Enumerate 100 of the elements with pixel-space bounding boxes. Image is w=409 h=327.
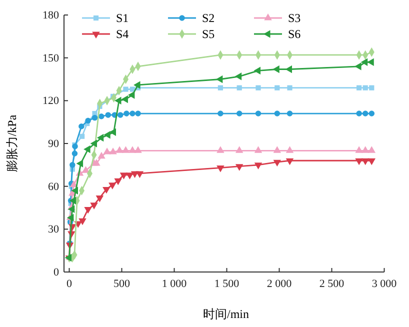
point — [360, 58, 368, 66]
point — [234, 72, 242, 80]
point — [368, 110, 375, 116]
y-axis-title: 膨胀力/kPa — [5, 114, 19, 172]
point — [367, 58, 374, 66]
point — [84, 206, 92, 214]
x-tick-label: 2 500 — [319, 278, 345, 290]
point — [130, 110, 136, 116]
x-tick-label: 0 — [66, 278, 72, 290]
point — [90, 140, 97, 148]
point — [369, 85, 374, 90]
point — [361, 146, 370, 153]
point — [216, 75, 223, 84]
point — [80, 134, 85, 139]
point — [84, 145, 90, 154]
x-tick-label: 1 000 — [162, 278, 188, 290]
point — [355, 146, 363, 153]
x-tick-label: 500 — [114, 278, 130, 290]
point — [254, 146, 262, 153]
point — [76, 160, 84, 168]
point — [256, 85, 261, 90]
point — [98, 152, 106, 159]
point — [108, 182, 116, 190]
point — [114, 96, 122, 105]
y-tick-label: 150 — [42, 52, 60, 64]
point — [254, 66, 260, 75]
point — [287, 85, 292, 90]
legend-label: S2 — [202, 11, 215, 25]
point — [254, 162, 262, 170]
point — [216, 166, 224, 172]
point — [286, 158, 294, 166]
legend-label: S1 — [116, 11, 129, 25]
x-tick-label: 2 000 — [266, 278, 292, 290]
point — [96, 134, 104, 142]
point — [128, 146, 136, 153]
legend-label: S5 — [202, 27, 215, 41]
y-tick-label: 60 — [48, 180, 60, 193]
x-axis-title: 时间/min — [202, 307, 250, 321]
point — [118, 112, 124, 118]
point — [92, 159, 100, 166]
point — [135, 110, 141, 116]
point — [134, 81, 140, 89]
point — [286, 146, 294, 153]
point — [104, 131, 110, 139]
point — [235, 164, 244, 171]
point — [124, 110, 130, 116]
point — [273, 146, 282, 153]
point — [116, 146, 124, 153]
y-tick-label: 90 — [48, 138, 60, 150]
point — [90, 202, 98, 210]
legend-label: S6 — [288, 27, 301, 41]
point — [109, 148, 117, 154]
point — [362, 110, 368, 116]
point — [109, 128, 116, 136]
point — [255, 110, 262, 116]
point — [216, 146, 224, 153]
point — [273, 160, 282, 167]
point — [98, 114, 104, 120]
point — [361, 158, 370, 166]
point — [128, 91, 135, 99]
point — [122, 146, 130, 153]
point — [72, 150, 78, 156]
point — [105, 112, 111, 118]
point — [96, 196, 104, 202]
point — [136, 171, 144, 178]
point — [134, 146, 142, 153]
point — [274, 110, 280, 116]
y-tick-label: 180 — [42, 10, 60, 22]
point — [272, 65, 280, 74]
point — [368, 146, 376, 153]
legend-label: S4 — [116, 27, 129, 41]
point — [235, 146, 244, 153]
point — [355, 158, 363, 166]
point — [121, 95, 128, 104]
x-tick-label: 1 500 — [214, 278, 240, 290]
point — [356, 110, 362, 116]
point — [236, 85, 242, 90]
point — [218, 110, 224, 116]
point — [123, 86, 128, 92]
point — [274, 85, 280, 90]
point — [71, 186, 78, 194]
point — [356, 85, 362, 90]
point — [102, 186, 110, 194]
point — [354, 62, 362, 70]
y-tick-label: 0 — [54, 266, 60, 279]
y-tick-label: 120 — [42, 95, 60, 108]
point — [78, 218, 86, 226]
point — [130, 86, 136, 92]
legend-label: S3 — [288, 11, 301, 25]
point — [68, 205, 75, 214]
point — [85, 118, 91, 124]
point — [120, 172, 128, 180]
point — [368, 158, 376, 166]
y-tick-label: 30 — [48, 224, 60, 236]
point — [70, 162, 76, 168]
x-tick-label: 3 000 — [372, 278, 398, 290]
point — [114, 178, 122, 186]
point — [236, 110, 242, 116]
point — [286, 110, 293, 116]
point — [78, 123, 84, 130]
